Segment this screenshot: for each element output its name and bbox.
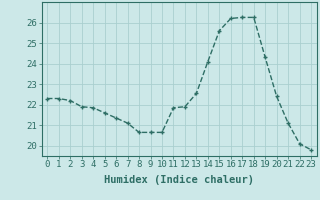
- X-axis label: Humidex (Indice chaleur): Humidex (Indice chaleur): [104, 175, 254, 185]
